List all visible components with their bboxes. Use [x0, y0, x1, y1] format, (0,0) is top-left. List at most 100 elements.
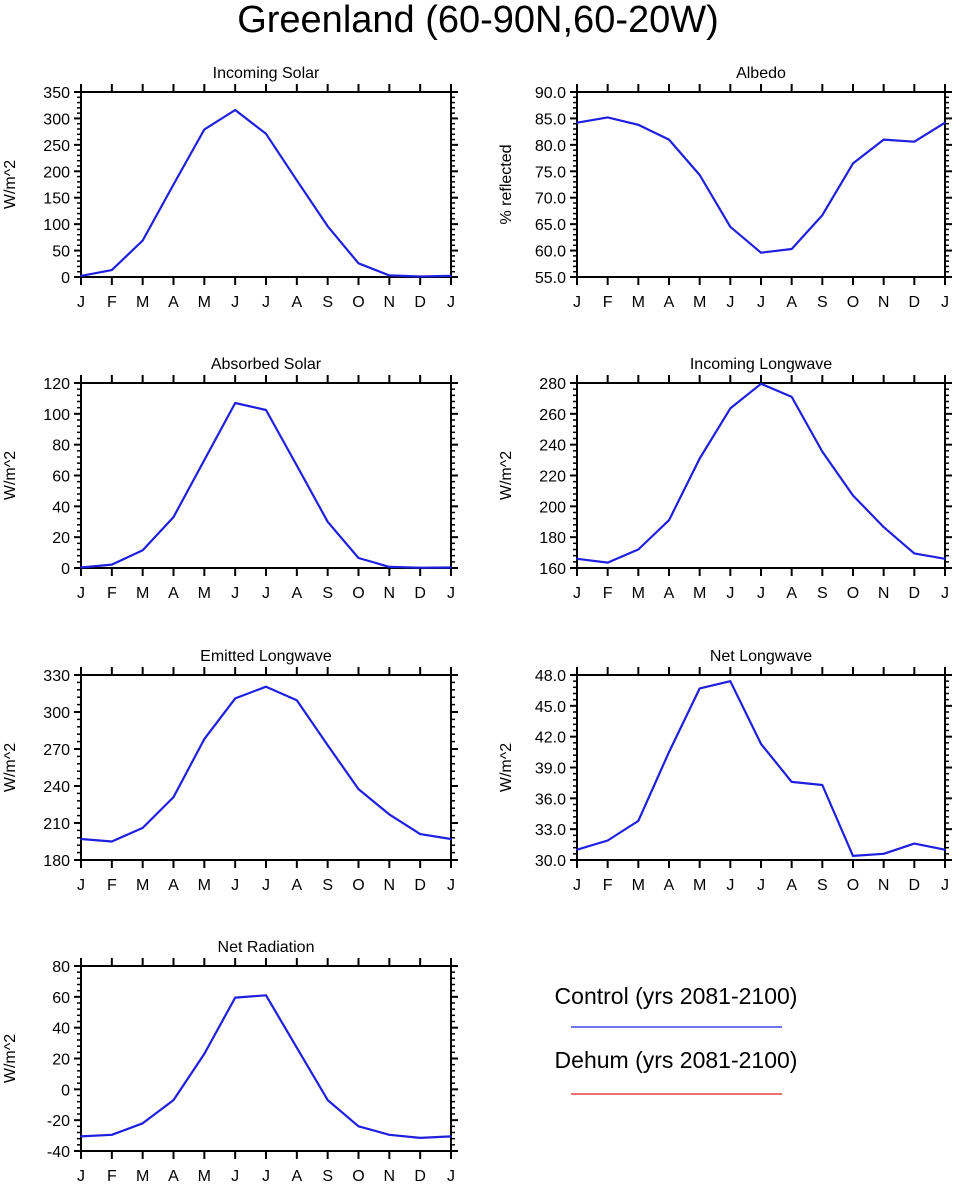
y-tick-label: 300 [43, 705, 70, 722]
x-tick-label: F [107, 1168, 117, 1185]
data-point [637, 123, 640, 126]
y-tick-label: 80.0 [535, 138, 566, 155]
y-tick-label: 65.0 [535, 217, 566, 234]
plot-frame [80, 91, 452, 278]
data-point [110, 840, 113, 843]
y-tick-label: 45.0 [535, 699, 566, 716]
y-tick-label: 36.0 [535, 791, 566, 808]
plot-frame [80, 674, 452, 861]
data-point [388, 1133, 391, 1136]
data-point [357, 262, 360, 265]
x-tick-label: N [384, 1168, 396, 1185]
data-point [172, 183, 175, 186]
x-tick-label: J [231, 585, 239, 602]
data-point [203, 459, 206, 461]
data-point [698, 457, 701, 460]
data-point [944, 848, 946, 851]
x-tick-label: M [198, 585, 211, 602]
y-tick-label: 0 [61, 1082, 70, 1099]
data-point [326, 225, 329, 228]
data-point [357, 557, 360, 559]
data-point [852, 854, 854, 857]
x-tick-label: J [573, 877, 581, 894]
data-point [698, 687, 701, 690]
data-point [326, 520, 329, 523]
panel-4: Incoming Longwave W/m^2 J F M A M J J A S O N D J 160 18… [498, 356, 952, 602]
data-point [80, 566, 82, 569]
series-line-control [80, 108, 452, 278]
data-point [388, 274, 391, 277]
data-point [450, 275, 452, 277]
panel-title: Net Longwave [710, 648, 812, 665]
x-tick-label: J [941, 585, 949, 602]
data-point [882, 852, 885, 855]
series-line-control [576, 382, 946, 564]
x-tick-label: O [847, 877, 859, 894]
x-tick-label: A [786, 585, 797, 602]
y-tick-label: 0 [61, 561, 70, 578]
data-point [576, 121, 578, 124]
x-tick-label: J [77, 877, 85, 894]
x-tick-label: N [384, 294, 396, 311]
y-tick-label: 180 [43, 853, 70, 870]
data-point [668, 519, 670, 522]
x-tick-label: M [632, 294, 645, 311]
x-tick-label: A [786, 294, 797, 311]
data-point [265, 994, 267, 997]
y-tick-label: 50 [52, 244, 70, 261]
y-tick-label: -20 [47, 1113, 70, 1130]
x-tick-label: J [573, 585, 581, 602]
x-tick-label: N [878, 877, 890, 894]
y-axis-label: W/m^2 [498, 743, 515, 792]
x-tick-label: A [168, 1168, 179, 1185]
x-tick-label: J [726, 294, 734, 311]
data-point [913, 140, 916, 143]
plot-frame [576, 674, 946, 861]
data-point [234, 109, 237, 111]
data-point [141, 549, 144, 552]
x-tick-label: M [693, 877, 706, 894]
y-tick-label: 70.0 [535, 191, 566, 208]
series-line-control [576, 116, 946, 254]
data-point [80, 838, 82, 840]
plot-frame [576, 382, 946, 569]
panel-title: Incoming Solar [213, 65, 320, 82]
data-point [821, 214, 824, 217]
x-tick-label: N [384, 877, 396, 894]
x-tick-label: F [603, 585, 613, 602]
x-tick-label: O [352, 1168, 364, 1185]
x-tick-label: J [447, 1168, 455, 1185]
y-tick-label: 210 [43, 816, 70, 833]
y-tick-label: 20 [52, 1052, 70, 1069]
x-tick-label: A [291, 1168, 302, 1185]
y-tick-label: 0 [61, 270, 70, 287]
x-tick-label: A [168, 877, 179, 894]
data-point [576, 557, 578, 560]
legend: Control (yrs 2081-2100) Dehum (yrs 2081-… [555, 983, 797, 1095]
x-tick-label: J [262, 1168, 270, 1185]
x-tick-label: D [414, 585, 426, 602]
y-tick-label: 42.0 [535, 730, 566, 747]
data-point [606, 839, 609, 842]
data-point [141, 239, 144, 242]
x-tick-label: J [231, 294, 239, 311]
data-point [913, 552, 916, 555]
data-point [790, 780, 793, 783]
data-point [668, 138, 670, 141]
data-point [729, 225, 732, 228]
x-tick-label: M [693, 585, 706, 602]
x-tick-label: N [384, 585, 396, 602]
data-point [141, 827, 144, 829]
data-point [760, 382, 762, 385]
x-tick-label: A [168, 585, 179, 602]
data-point [450, 566, 452, 569]
panel-6: Net Longwave W/m^2 J F M A M J J A S O N D J 30.0 33.0 36… [498, 648, 952, 894]
y-tick-label: 180 [539, 530, 566, 547]
panel-title: Emitted Longwave [200, 648, 332, 665]
x-tick-label: J [941, 877, 949, 894]
data-point [668, 751, 670, 753]
x-tick-label: J [262, 877, 270, 894]
x-tick-label: O [847, 585, 859, 602]
